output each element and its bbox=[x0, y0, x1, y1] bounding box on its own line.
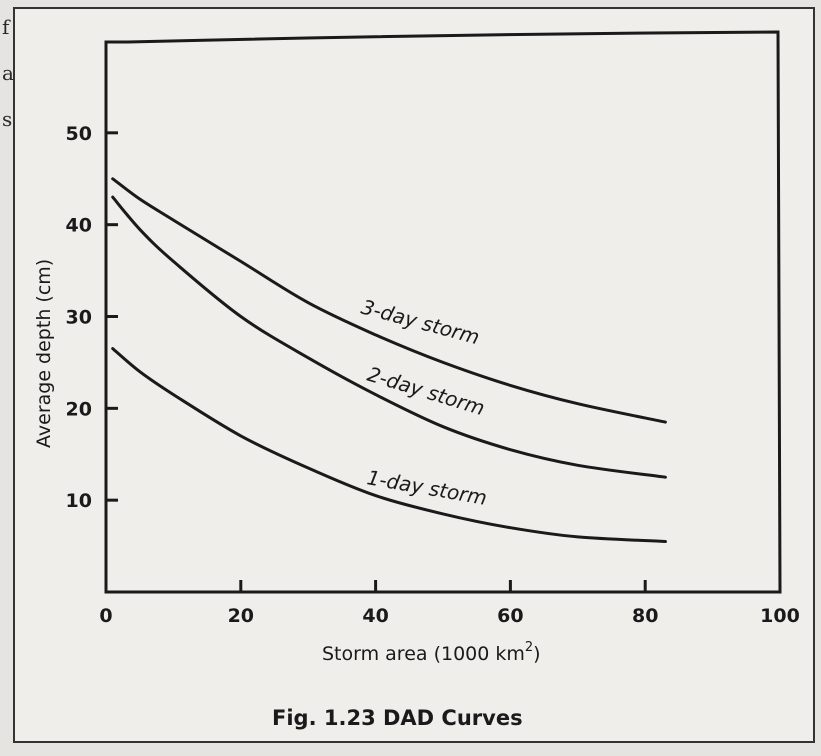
series-lines bbox=[111, 177, 667, 543]
y-axis-ticks: 10 20 30 40 50 bbox=[66, 123, 118, 512]
x-axis-label: Storm area (1000 km2) bbox=[322, 640, 541, 665]
x-tick-label-20: 20 bbox=[228, 605, 254, 627]
x-axis-label-sup: 2 bbox=[525, 640, 533, 655]
y-tick-label-20: 20 bbox=[66, 398, 92, 420]
margin-char-3: s bbox=[2, 107, 12, 131]
plot-border bbox=[104, 30, 782, 594]
series-line-3 bbox=[111, 347, 667, 543]
figure-caption: Fig. 1.23 DAD Curves bbox=[272, 706, 523, 730]
x-tick-label-60: 60 bbox=[497, 605, 523, 627]
x-tick-label-100: 100 bbox=[760, 605, 800, 627]
y-tick-label-40: 40 bbox=[66, 215, 92, 237]
x-axis-label-close: ) bbox=[533, 643, 540, 665]
margin-char-1: f bbox=[2, 15, 11, 39]
x-tick-label-0: 0 bbox=[99, 605, 112, 627]
y-tick-label-30: 30 bbox=[66, 307, 92, 329]
y-tick-label-10: 10 bbox=[66, 490, 92, 512]
x-tick-label-80: 80 bbox=[632, 605, 658, 627]
series-line-1 bbox=[111, 177, 667, 424]
figure-frame bbox=[13, 7, 815, 743]
y-axis-label: Average depth (cm) bbox=[33, 259, 55, 448]
margin-char-2: a bbox=[2, 61, 14, 85]
x-axis-label-main: Storm area (1000 km bbox=[322, 643, 525, 665]
x-tick-label-40: 40 bbox=[362, 605, 388, 627]
x-axis-ticks: 0 20 40 60 80 100 bbox=[99, 580, 800, 627]
series-line-2 bbox=[111, 195, 667, 479]
y-tick-label-50: 50 bbox=[66, 123, 92, 145]
